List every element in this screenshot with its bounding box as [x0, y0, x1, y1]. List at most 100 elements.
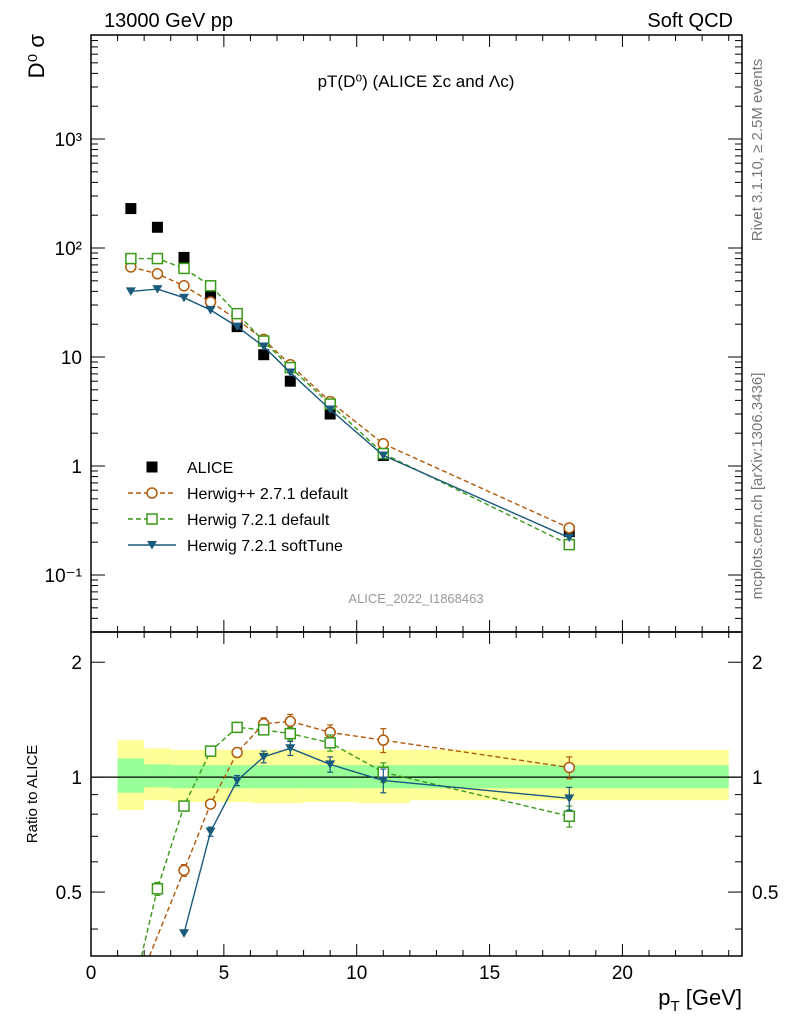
x-tick-label: 15	[479, 963, 500, 984]
legend-marker	[146, 461, 158, 473]
data-point	[285, 368, 296, 378]
ratio-series-line	[183, 747, 570, 934]
x-tick-label: 5	[219, 963, 230, 984]
data-point	[204, 280, 217, 292]
ratio-y-tick-label-right: 0.5	[752, 883, 778, 904]
main-y-axis-label: D⁰ σ	[24, 34, 49, 79]
data-point	[205, 288, 217, 300]
legend-marker	[146, 513, 158, 525]
ratio-axes: 0 5 10 15 20 0.5 0.5 1 1 2 2	[56, 632, 778, 984]
data-point	[125, 203, 137, 215]
data-point	[325, 405, 336, 414]
watermark-label: ALICE_2022_I1868463	[348, 591, 483, 606]
data-point	[324, 408, 336, 420]
data-point	[151, 221, 163, 233]
ratio-point	[178, 800, 190, 812]
ratio-point	[205, 827, 216, 837]
data-point	[258, 342, 269, 351]
ratio-series-1	[140, 721, 576, 956]
data-point	[178, 251, 190, 263]
y-tick-label: 10³	[55, 130, 82, 151]
series-line	[130, 288, 570, 539]
ratio-point	[563, 810, 576, 822]
main-plot-area	[125, 203, 576, 551]
main-axes: 10⁻¹ 1 10 10² 10³	[45, 34, 742, 633]
series-line	[130, 266, 570, 529]
data-point	[284, 375, 296, 387]
legend-marker	[147, 541, 157, 550]
y-tick-label: 10²	[55, 239, 82, 260]
ratio-y-tick-label: 0.5	[56, 883, 82, 904]
ratio-point	[378, 776, 389, 785]
data-point	[205, 305, 216, 315]
ratio-point	[563, 761, 576, 774]
legend-label: Herwig++ 2.7.1 default	[187, 486, 349, 503]
y-tick-label: 10⁻¹	[45, 566, 83, 587]
legend-label: ALICE	[187, 460, 233, 477]
data-point	[258, 349, 270, 361]
ratio-point	[179, 929, 189, 938]
ratio-series-2	[179, 740, 575, 938]
data-point	[151, 252, 164, 265]
legend-label: Herwig 7.2.1 default	[187, 512, 330, 529]
process-label: Soft QCD	[647, 10, 733, 32]
ratio-point	[284, 727, 297, 740]
data-point	[152, 285, 163, 294]
uncertainty-band-inner	[117, 758, 145, 793]
ratio-plot-area	[91, 713, 742, 956]
data-point	[563, 522, 576, 534]
x-label-sub: T	[670, 998, 679, 1015]
data-point	[231, 307, 243, 320]
data-point	[125, 252, 137, 265]
ratio-y-tick-label-right: 1	[752, 768, 763, 789]
main-panel: pT(D⁰) (ALICE Σc and Λc) D⁰ σ ALICE_2022…	[24, 34, 743, 633]
ratio-series-0	[148, 713, 576, 956]
ratio-y-axis-label: Ratio to ALICE	[24, 745, 41, 843]
ratio-series-line	[140, 726, 570, 956]
y-tick-label: 1	[71, 457, 82, 478]
data-point	[378, 451, 389, 460]
uncertainty-band-inner	[144, 764, 171, 788]
rivet-version-label: Rivet 3.1.10, ≥ 2.5M events	[749, 59, 766, 242]
y-tick-label: 10	[61, 348, 82, 369]
legend: ALICE Herwig++ 2.7.1 default Herwig 7.2.1 …	[128, 460, 349, 555]
ratio-y-tick-label: 1	[71, 768, 82, 789]
ratio-point	[151, 883, 164, 895]
energy-label: 13000 GeV pp	[104, 10, 233, 32]
ratio-point	[232, 776, 243, 785]
data-point	[178, 262, 190, 275]
ratio-point	[258, 752, 269, 762]
x-label-unit: [GeV]	[680, 985, 742, 1010]
data-point	[125, 287, 136, 296]
legend-marker	[146, 487, 158, 499]
ratio-point	[324, 737, 336, 749]
main-title: pT(D⁰) (ALICE Σc and Λc)	[318, 72, 515, 91]
x-tick-label: 20	[612, 963, 633, 984]
ratio-frame	[90, 631, 743, 957]
ratio-point	[325, 760, 336, 769]
series-3	[125, 285, 575, 543]
ratio-point	[231, 746, 243, 759]
data-point	[564, 533, 575, 543]
ratio-point	[257, 724, 270, 736]
ratio-point	[178, 864, 190, 877]
x-label-main: p	[658, 985, 670, 1010]
ratio-panel: 0 5 10 15 20 0.5 0.5 1 1 2 2 Ratio to ALICE pT [Ge…	[24, 631, 778, 1015]
ratio-y-tick-label-right: 2	[752, 653, 763, 674]
data-point	[204, 296, 217, 308]
x-tick-label: 10	[346, 963, 367, 984]
ratio-point	[377, 734, 390, 746]
source-label: mcplots.cern.ch [arXiv:1306.3436]	[749, 373, 766, 600]
ratio-point	[204, 798, 217, 810]
legend-label: Herwig 7.2.1 softTune	[187, 538, 343, 555]
ratio-point	[204, 745, 217, 757]
data-point	[178, 280, 190, 292]
series-line	[130, 257, 570, 546]
ratio-point	[284, 715, 297, 728]
ratio-point	[564, 794, 575, 803]
x-tick-label: 0	[86, 963, 97, 984]
data-point	[232, 322, 243, 332]
ratio-y-tick-label: 2	[71, 653, 82, 674]
data-point	[151, 268, 164, 280]
